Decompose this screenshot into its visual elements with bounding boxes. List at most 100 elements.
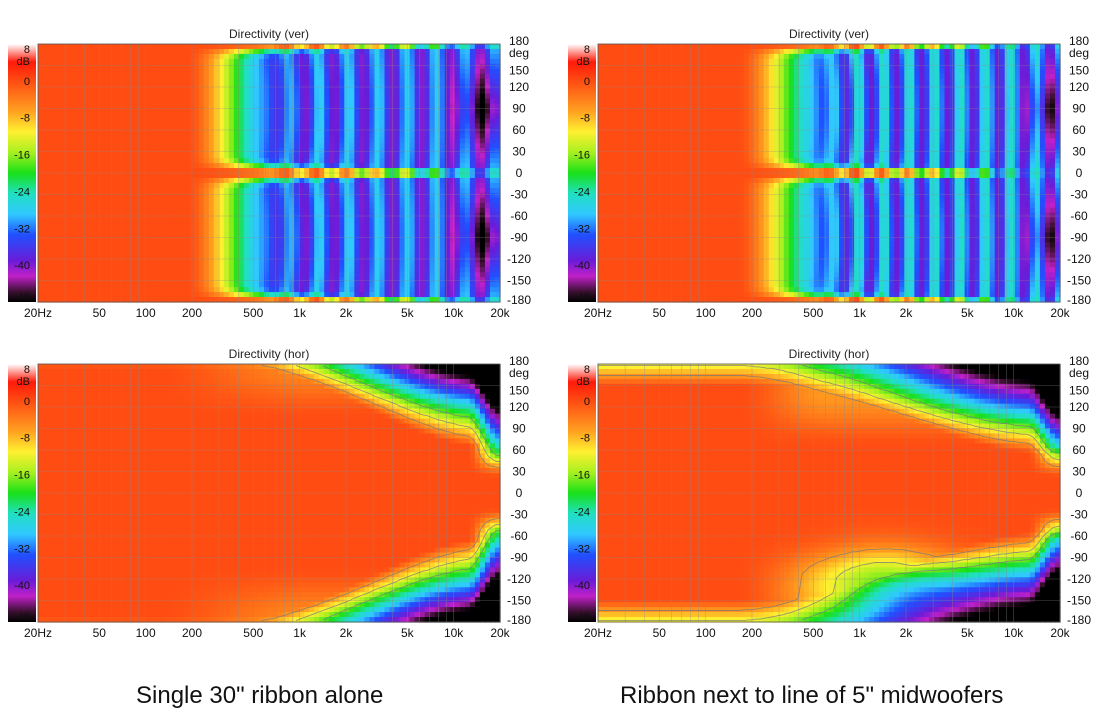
heatmap-cell [339, 297, 345, 303]
heatmap-cell [603, 143, 609, 149]
heatmap-cell [118, 217, 124, 224]
heatmap-cell [354, 63, 360, 70]
heatmap-cell [78, 173, 84, 179]
heatmap-cell [243, 108, 250, 115]
heatmap-cell [88, 153, 94, 159]
heatmap-cell [319, 217, 325, 224]
heatmap-cell [469, 173, 476, 179]
heatmap-cell [248, 222, 255, 229]
heatmap-cell [248, 277, 255, 283]
heatmap-cell [238, 168, 245, 174]
heatmap-cell [238, 153, 245, 159]
heatmap-cell [459, 98, 466, 105]
heatmap-cell [103, 217, 109, 224]
heatmap-cell [78, 53, 84, 60]
heatmap-cell [68, 48, 74, 55]
heatmap-cell [414, 277, 421, 283]
heatmap-cell [359, 98, 366, 105]
heatmap-cell [419, 272, 426, 278]
heatmap-cell [63, 262, 69, 268]
heatmap-cell [158, 78, 165, 85]
heatmap-cell [258, 93, 265, 100]
heatmap-cell [294, 192, 300, 199]
heatmap-cell [48, 168, 54, 174]
heatmap-cell [108, 247, 114, 253]
heatmap-cell [454, 88, 461, 95]
heatmap-cell [43, 282, 49, 288]
heatmap-cell [158, 143, 165, 149]
heatmap-cell [43, 128, 49, 134]
heatmap-cell [238, 237, 245, 244]
heatmap-cell [128, 83, 135, 90]
heatmap-cell [218, 212, 225, 219]
heatmap-cell [379, 297, 386, 303]
heatmap-cell [369, 103, 376, 110]
heatmap-cell [143, 68, 150, 75]
heatmap-cell [218, 197, 225, 204]
heatmap-cell [279, 282, 285, 288]
heatmap-cell [258, 128, 265, 134]
heatmap-cell [354, 297, 360, 303]
heatmap-cell [123, 168, 129, 174]
heatmap-cell [78, 78, 84, 85]
heatmap-cell [419, 63, 426, 70]
x-tick-label: 10k [444, 306, 464, 320]
heatmap-cell [419, 58, 426, 65]
heatmap-cell [309, 78, 315, 85]
heatmap-cell [98, 232, 104, 239]
heatmap-cell [319, 192, 325, 199]
heatmap-cell [419, 83, 426, 90]
heatmap-cell [153, 242, 160, 249]
heatmap-cell [289, 108, 295, 115]
heatmap-cell [163, 148, 170, 154]
heatmap-cell [479, 163, 486, 169]
heatmap-cell [83, 44, 89, 50]
heatmap-cell [279, 187, 285, 194]
heatmap-cell [188, 212, 195, 219]
heatmap-cell [128, 153, 135, 159]
heatmap-cell [454, 53, 461, 60]
heatmap-cell [223, 133, 230, 139]
heatmap-cell [168, 128, 175, 134]
heatmap-cell [88, 58, 94, 65]
heatmap-cell [48, 118, 54, 124]
heatmap-cell [158, 242, 165, 249]
heatmap-cell [243, 182, 250, 189]
heatmap-cell [269, 173, 275, 179]
heatmap-cell [38, 177, 44, 184]
heatmap-cell [399, 168, 406, 174]
heatmap-cell [274, 103, 280, 110]
heatmap-cell [294, 93, 300, 100]
heatmap-cell [228, 58, 235, 65]
heatmap-cell [48, 128, 54, 134]
heatmap-cell [78, 163, 84, 169]
heatmap-cell [454, 222, 461, 229]
heatmap-cell [334, 73, 340, 80]
heatmap-cell [334, 177, 340, 184]
heatmap-cell [469, 153, 476, 159]
heatmap-cell [123, 242, 129, 249]
heatmap-cell [148, 143, 155, 149]
heatmap-cell [319, 277, 325, 283]
heatmap-cell [173, 163, 180, 169]
heatmap-cell [359, 177, 366, 184]
heatmap-cell [263, 138, 270, 144]
heatmap-cell [253, 197, 260, 204]
heatmap-cell [218, 168, 225, 174]
heatmap-cell [173, 108, 180, 115]
heatmap-cell [183, 103, 190, 110]
heatmap-cell [198, 257, 205, 263]
heatmap-cell [83, 227, 89, 234]
heatmap-cell [48, 252, 54, 258]
heatmap-cell [83, 212, 89, 219]
heatmap-cell [173, 158, 180, 164]
heatmap-cell [339, 118, 345, 124]
heatmap-cell [173, 287, 180, 293]
heatmap-cell [598, 217, 604, 224]
heatmap-cell [208, 182, 215, 189]
heatmap-cell [284, 133, 290, 139]
heatmap-cell [274, 232, 280, 239]
heatmap-cell [464, 187, 471, 194]
heatmap-cell [98, 207, 104, 214]
heatmap-cell [158, 163, 165, 169]
